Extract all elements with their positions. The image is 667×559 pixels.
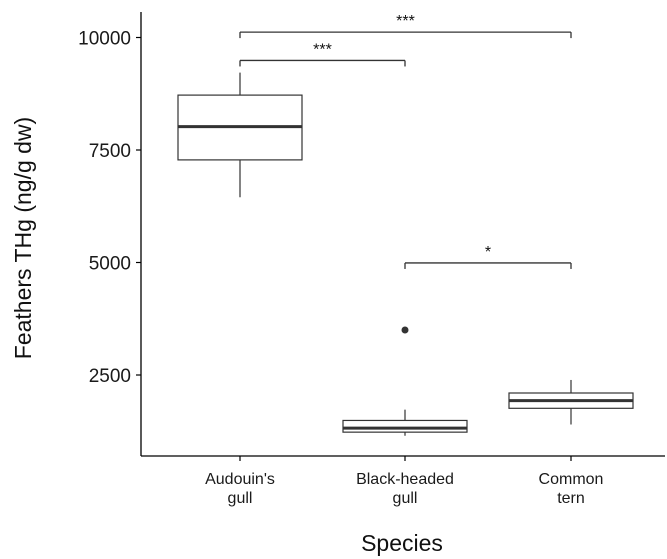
x-tick-label-commontern-line2: tern [557, 490, 585, 507]
x-axis-title: Species [361, 530, 443, 556]
x-tick-label-audouins-line2: gull [228, 490, 253, 507]
significance-bracket-2: * [404, 244, 572, 269]
significance-label-2: * [485, 244, 491, 261]
x-tick-label-blackheaded-line2: gull [393, 490, 418, 507]
y-tick-label-10000: 10000 [78, 29, 131, 50]
significance-label-1: *** [313, 41, 332, 58]
x-tick-label-commontern-line1: Common [539, 471, 604, 488]
box-audouins [177, 72, 303, 198]
x-tick-label-blackheaded-line1: Black-headed [356, 471, 454, 488]
axis-labels: Species Feathers THg (ng/g dw) [10, 117, 443, 556]
significance-bracket-1: *** [239, 41, 406, 67]
plot-marks: ******* [177, 13, 634, 436]
y-tick-label-2500: 2500 [89, 366, 131, 387]
box-iqr-blackheaded [342, 419, 468, 433]
y-tick-label-7500: 7500 [89, 141, 131, 162]
y-axis-title: Feathers THg (ng/g dw) [10, 117, 36, 359]
significance-bracket-0: *** [239, 13, 572, 39]
box-commontern [508, 379, 634, 425]
y-tick-label-5000: 5000 [89, 254, 131, 275]
significance-label-0: *** [396, 13, 415, 30]
outlier-point-blackheaded-0 [401, 326, 409, 334]
axes: 2500 5000 7500 10000 Audouin's gull Black-head… [78, 12, 665, 507]
x-tick-label-audouins-line1: Audouin's [205, 471, 275, 488]
box-blackheaded [342, 326, 468, 436]
